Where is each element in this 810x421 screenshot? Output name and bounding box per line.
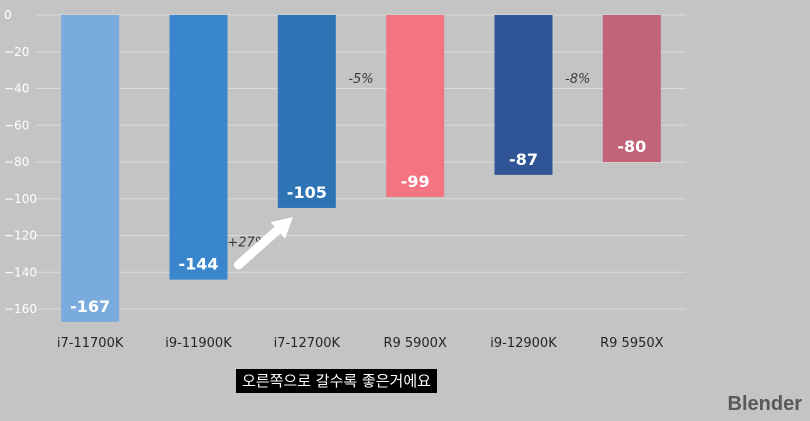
category-label: R9 5900X — [383, 336, 447, 351]
category-label: i7-12700K — [274, 336, 341, 351]
y-tick-label: −120 — [4, 229, 37, 243]
category-label: i9-12900K — [490, 336, 557, 351]
y-tick-label: 0 — [4, 8, 12, 22]
data-label: -144 — [178, 255, 218, 274]
bar — [169, 15, 228, 280]
data-label: -167 — [70, 297, 110, 316]
y-tick-label: −140 — [4, 265, 37, 279]
bar — [386, 15, 445, 197]
data-label: -105 — [287, 183, 327, 202]
y-tick-label: −100 — [4, 192, 37, 206]
category-label: R9 5950X — [600, 336, 664, 351]
subtitle-caption: 오른쪽으로 갈수록 좋은거에요 — [236, 369, 437, 393]
y-tick-label: −20 — [4, 45, 29, 59]
arrow-shaft-icon — [234, 222, 286, 270]
category-label: i7-11700K — [57, 336, 124, 351]
y-tick-label: −160 — [4, 302, 37, 316]
y-tick-label: −80 — [4, 155, 29, 169]
y-tick-label: −40 — [4, 82, 29, 96]
bar — [277, 15, 336, 208]
bar — [602, 15, 661, 162]
arrow-head-icon — [270, 217, 293, 239]
data-label: -99 — [401, 172, 430, 191]
annotation-label: -8% — [565, 72, 590, 87]
bar — [61, 15, 120, 322]
bar — [494, 15, 553, 175]
data-label: -80 — [617, 137, 646, 156]
category-label: i9-11900K — [165, 336, 232, 351]
annotation-label: -5% — [348, 72, 373, 87]
watermark-text: Blender — [727, 393, 802, 415]
data-label: -87 — [509, 150, 538, 169]
y-tick-label: −60 — [4, 118, 29, 132]
